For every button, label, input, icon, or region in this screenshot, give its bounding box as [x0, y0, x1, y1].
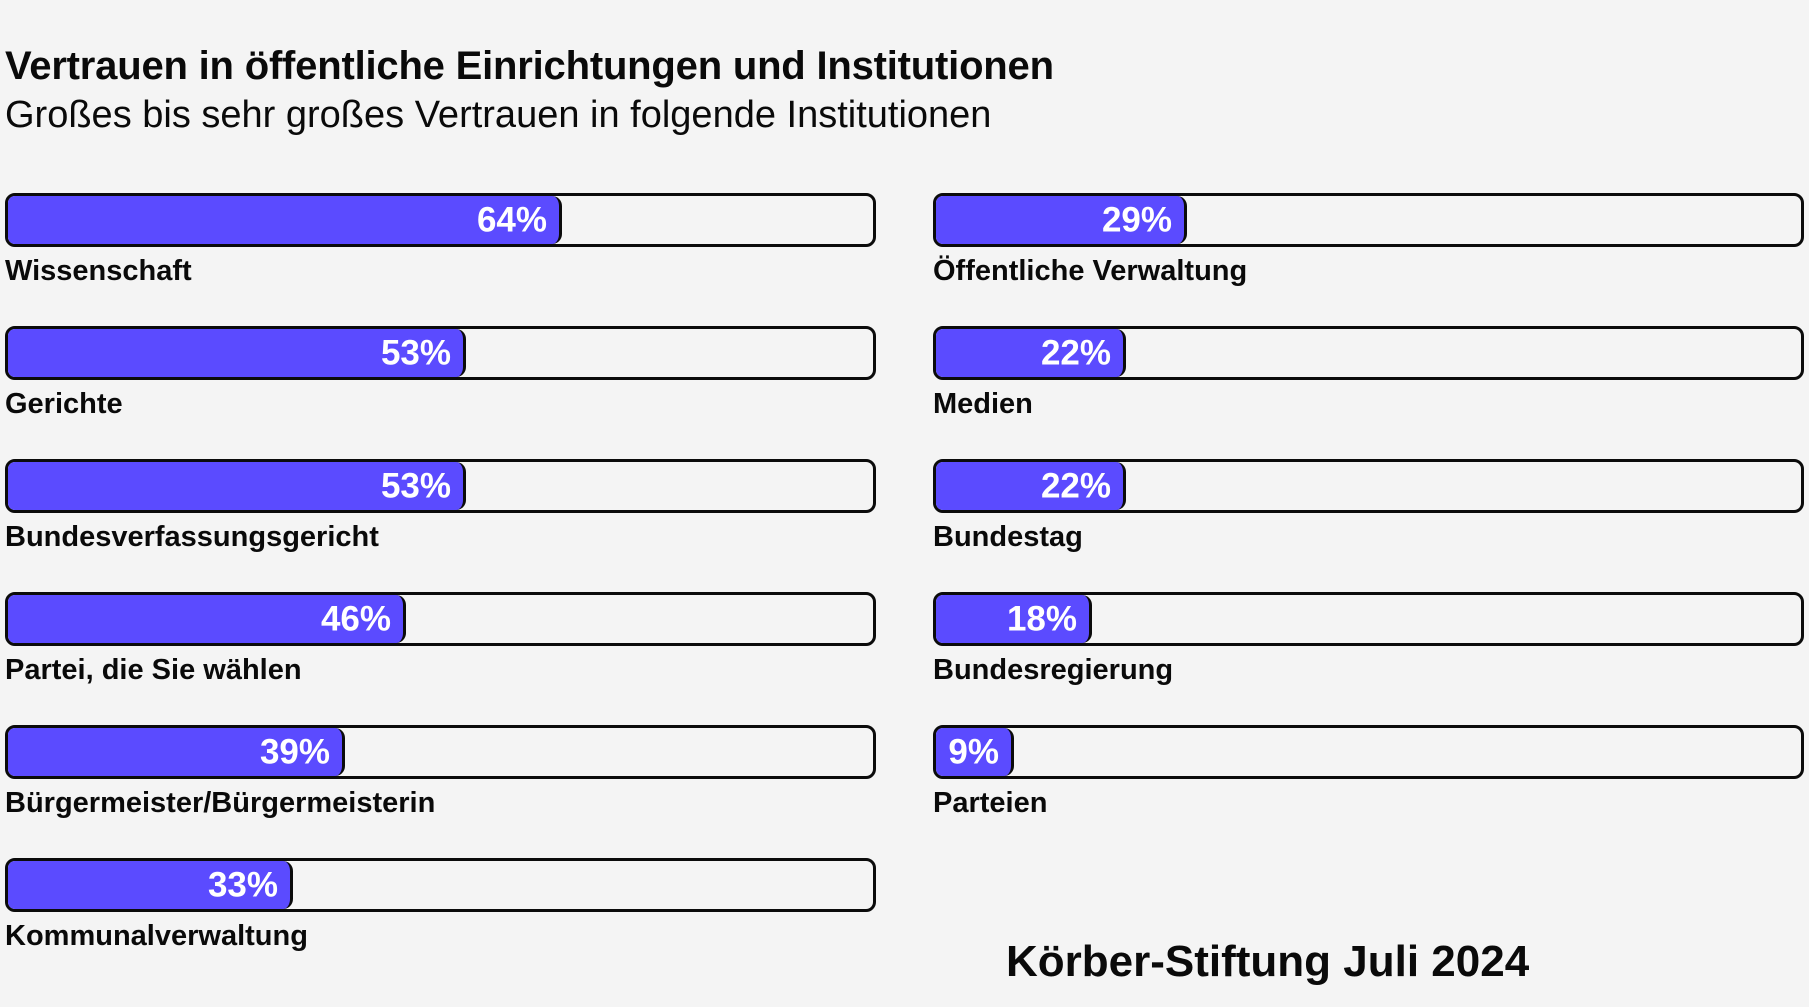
- bar-category-label: Medien: [933, 388, 1033, 420]
- bar-column-left: 64% Wissenschaft 53% Gerichte 53% Bundes…: [5, 193, 876, 991]
- bar-value-label: 53%: [380, 333, 451, 373]
- bar: 22%: [936, 462, 1126, 510]
- chart-subtitle: Großes bis sehr großes Vertrauen in folg…: [5, 94, 992, 136]
- bar-category-label: Kommunalverwaltung: [5, 920, 308, 952]
- bar-column-right: 29% Öffentliche Verwaltung 22% Medien 22…: [933, 193, 1804, 858]
- bar-category-label: Bürgermeister/Bürgermeisterin: [5, 787, 436, 819]
- bar-item: 9% Parteien: [933, 725, 1804, 858]
- bar-category-label: Partei, die Sie wählen: [5, 654, 302, 686]
- bar-value-label: 29%: [1101, 200, 1172, 240]
- bar-track: 64%: [5, 193, 876, 247]
- bar-track: 46%: [5, 592, 876, 646]
- bar-track: 22%: [933, 326, 1804, 380]
- bar-category-label: Bundesverfassungsgericht: [5, 521, 379, 553]
- bar-value-label: 46%: [320, 599, 391, 639]
- bar: 53%: [8, 329, 466, 377]
- bar-item: 53% Bundesverfassungsgericht: [5, 459, 876, 592]
- bar-item: 18% Bundesregierung: [933, 592, 1804, 725]
- chart-title: Vertrauen in öffentliche Einrichtungen u…: [5, 44, 1054, 88]
- bar-track: 39%: [5, 725, 876, 779]
- bar-item: 39% Bürgermeister/Bürgermeisterin: [5, 725, 876, 858]
- bar-item: 22% Bundestag: [933, 459, 1804, 592]
- bar: 64%: [8, 196, 562, 244]
- bar-item: 64% Wissenschaft: [5, 193, 876, 326]
- bar-track: 29%: [933, 193, 1804, 247]
- bar-value-label: 33%: [207, 865, 278, 905]
- bar-item: 22% Medien: [933, 326, 1804, 459]
- bar: 29%: [936, 196, 1187, 244]
- bar-value-label: 22%: [1040, 466, 1111, 506]
- bar: 22%: [936, 329, 1126, 377]
- bar-category-label: Bundestag: [933, 521, 1083, 553]
- bar-item: 53% Gerichte: [5, 326, 876, 459]
- bar-category-label: Öffentliche Verwaltung: [933, 255, 1248, 287]
- bar-category-label: Wissenschaft: [5, 255, 192, 287]
- bar-value-label: 64%: [476, 200, 547, 240]
- bar-value-label: 53%: [380, 466, 451, 506]
- bar-track: 9%: [933, 725, 1804, 779]
- bar-track: 53%: [5, 326, 876, 380]
- bar-value-label: 22%: [1040, 333, 1111, 373]
- bar-item: 29% Öffentliche Verwaltung: [933, 193, 1804, 326]
- bar-track: 33%: [5, 858, 876, 912]
- bar-category-label: Parteien: [933, 787, 1048, 819]
- bar: 18%: [936, 595, 1092, 643]
- bar: 53%: [8, 462, 466, 510]
- bar-item: 33% Kommunalverwaltung: [5, 858, 876, 991]
- bar-category-label: Gerichte: [5, 388, 123, 420]
- bar-track: 53%: [5, 459, 876, 513]
- bar-value-label: 18%: [1006, 599, 1077, 639]
- bar: 33%: [8, 861, 293, 909]
- bar-track: 22%: [933, 459, 1804, 513]
- bar-value-label: 9%: [948, 732, 999, 772]
- bar-category-label: Bundesregierung: [933, 654, 1174, 686]
- bar-value-label: 39%: [259, 732, 330, 772]
- bar-track: 18%: [933, 592, 1804, 646]
- bar: 46%: [8, 595, 406, 643]
- bar: 39%: [8, 728, 345, 776]
- source-note: Körber-Stiftung Juli 2024: [1006, 937, 1530, 986]
- bar: 9%: [936, 728, 1014, 776]
- bar-item: 46% Partei, die Sie wählen: [5, 592, 876, 725]
